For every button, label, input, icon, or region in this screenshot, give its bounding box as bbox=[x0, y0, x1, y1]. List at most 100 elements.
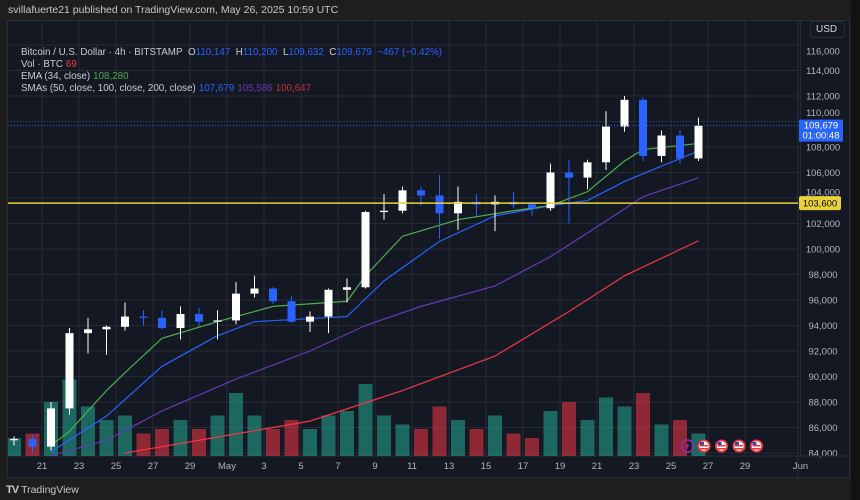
x-tick-label: 29 bbox=[740, 461, 751, 472]
us-flag-icon[interactable] bbox=[697, 439, 711, 453]
candle bbox=[139, 310, 148, 326]
y-tick-label: 106,000 bbox=[806, 168, 840, 179]
low-value: 109,632 bbox=[288, 47, 324, 58]
candle-body bbox=[213, 320, 222, 322]
volume-bar bbox=[395, 424, 410, 456]
volume-bar bbox=[432, 406, 447, 456]
ema-label: EMA (34, close) bbox=[21, 71, 91, 82]
volume-bar bbox=[469, 429, 484, 456]
high-label: H bbox=[235, 47, 243, 58]
candle-body bbox=[694, 125, 703, 159]
support-price-tag bbox=[799, 196, 841, 211]
volume-bar bbox=[414, 429, 428, 456]
x-tick-label: 5 bbox=[298, 461, 303, 472]
price-chart[interactable]: 116,000 114,000 112,000 110,000 108,000 106,0… bbox=[8, 21, 851, 479]
candle-body bbox=[398, 190, 407, 211]
volume-bar bbox=[562, 402, 576, 456]
volume-bar bbox=[266, 429, 280, 456]
candle bbox=[657, 130, 666, 163]
sma200-value: 100,647 bbox=[275, 83, 312, 94]
volume-bar bbox=[210, 415, 225, 456]
symbol-name[interactable]: Bitcoin / U.S. Dollar · 4h · BITSTAMP bbox=[21, 47, 183, 58]
x-tick-label: 7 bbox=[335, 461, 340, 472]
footer-brand[interactable]: TV TradingView bbox=[6, 484, 79, 496]
volume-bar bbox=[377, 415, 391, 456]
volume-bar bbox=[81, 406, 95, 456]
legend-volume-row[interactable]: Vol · BTC 69 bbox=[21, 59, 442, 71]
volume-bar bbox=[673, 420, 687, 456]
volume-bar bbox=[636, 393, 650, 456]
volume-bar bbox=[155, 429, 169, 456]
chart-panel[interactable]: 116,000 114,000 112,000 110,000 108,000 106,0… bbox=[7, 20, 851, 479]
candle bbox=[361, 210, 370, 289]
candle bbox=[676, 130, 684, 164]
candle bbox=[158, 310, 166, 330]
flag-canton bbox=[752, 442, 757, 445]
x-tick-label: 25 bbox=[666, 461, 677, 472]
volume-bar bbox=[229, 393, 243, 456]
close-label: C bbox=[329, 47, 337, 58]
candle bbox=[213, 310, 222, 340]
candle bbox=[195, 307, 203, 327]
x-tick-label: 3 bbox=[261, 461, 266, 472]
brand-name: TradingView bbox=[21, 484, 79, 496]
candle bbox=[343, 278, 351, 303]
y-tick-label: 100,000 bbox=[806, 245, 840, 256]
y-tick-label: 110,000 bbox=[806, 108, 840, 119]
y-tick-label: 114,000 bbox=[806, 66, 840, 77]
volume-bar bbox=[580, 420, 595, 456]
legend-ema-row[interactable]: EMA (34, close) 108,280 bbox=[21, 71, 442, 83]
us-flag-icon[interactable] bbox=[750, 439, 763, 453]
candle-body bbox=[324, 289, 333, 317]
x-tick-label: 21 bbox=[592, 461, 603, 472]
x-tick-label: 11 bbox=[407, 461, 417, 472]
candle bbox=[583, 159, 592, 190]
volume-bar bbox=[358, 384, 373, 456]
x-tick-label: 27 bbox=[703, 461, 714, 472]
volume-bar bbox=[654, 424, 669, 456]
candle bbox=[398, 186, 407, 214]
y-tick-label: 88,000 bbox=[808, 398, 837, 409]
candle-body bbox=[380, 210, 388, 213]
us-flag-icon[interactable] bbox=[715, 439, 728, 453]
y-tick-label: 94,000 bbox=[808, 321, 837, 332]
candle bbox=[176, 306, 185, 340]
candle bbox=[602, 111, 610, 170]
sma200-line bbox=[124, 240, 699, 454]
x-tick-label: 19 bbox=[555, 461, 566, 472]
flag-stripe bbox=[735, 448, 743, 450]
volume-label: Vol · BTC bbox=[21, 59, 63, 70]
candle-body bbox=[84, 329, 92, 334]
x-tick-label: Jun bbox=[793, 461, 808, 472]
candle bbox=[528, 201, 536, 216]
legend-sma-row[interactable]: SMAs (50, close, 100, close, 200, close)… bbox=[21, 83, 442, 95]
candle-body bbox=[565, 172, 573, 178]
us-flag-icon[interactable] bbox=[732, 439, 746, 453]
y-tick-label: 86,000 bbox=[808, 423, 837, 434]
flag-stripe bbox=[752, 448, 761, 450]
lightning-icon[interactable] bbox=[680, 439, 695, 453]
y-tick-label: 112,000 bbox=[806, 92, 840, 103]
currency-button[interactable]: USD bbox=[810, 21, 845, 38]
flag-canton bbox=[717, 442, 722, 445]
candle-body bbox=[121, 316, 129, 327]
y-tick-label: 102,000 bbox=[806, 219, 840, 230]
ema-value: 108,280 bbox=[93, 71, 129, 82]
candle bbox=[250, 275, 259, 298]
open-label: O bbox=[187, 47, 196, 58]
candle-body bbox=[176, 314, 185, 329]
volume-bar bbox=[118, 415, 132, 456]
volume-bar bbox=[617, 406, 632, 456]
flag-stripe bbox=[717, 448, 726, 450]
volume-bar bbox=[173, 420, 188, 456]
candle-body bbox=[676, 135, 684, 159]
volume-bar bbox=[8, 438, 21, 456]
flag-canton bbox=[735, 442, 739, 445]
candle bbox=[28, 435, 37, 453]
countdown-label: 01:00:48 bbox=[803, 131, 840, 142]
flag-canton bbox=[700, 442, 704, 445]
volume-bar bbox=[543, 411, 558, 456]
tradingview-logo: TV bbox=[6, 484, 19, 496]
x-tick-label: 21 bbox=[37, 461, 48, 472]
sma50-value: 107,679 bbox=[198, 83, 235, 94]
